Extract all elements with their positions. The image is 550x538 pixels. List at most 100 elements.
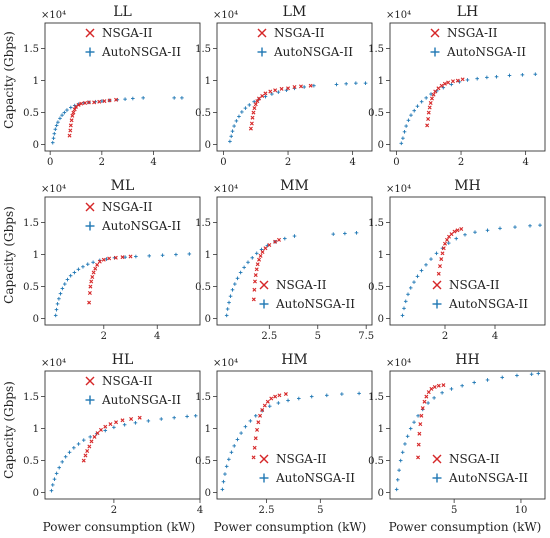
nsga-point <box>87 291 92 295</box>
auto-point <box>286 398 290 403</box>
nsga-point <box>260 250 265 255</box>
auto-point <box>395 478 400 482</box>
nsga-point-stroke <box>424 394 429 399</box>
auto-point <box>267 404 272 408</box>
auto-point <box>507 73 512 78</box>
nsga-point <box>102 99 107 104</box>
auto-point <box>50 140 55 145</box>
subplot-grid: LL ×10⁴ 0 0.5 1 1.5 0 2 4 NSGA-II AutoNSGA-II LM ×10… <box>23 4 546 516</box>
nsga-point <box>137 415 142 420</box>
auto-point <box>533 72 538 76</box>
auto-point <box>302 85 306 89</box>
auto-point <box>276 90 281 94</box>
nsga-point <box>273 394 278 399</box>
nsga-point-stroke <box>441 383 446 388</box>
y-tick-label: 0 <box>205 140 211 151</box>
y-tick-label: 0 <box>378 488 384 499</box>
nsga-point <box>442 81 447 86</box>
nsga-point <box>430 28 440 38</box>
nsga-point-stroke <box>436 383 441 388</box>
auto-point <box>449 82 454 87</box>
nsga-point <box>417 431 422 436</box>
nsga-point-stroke <box>422 399 427 404</box>
nsga-point-stroke <box>431 92 436 97</box>
nsga-point-stroke <box>308 83 313 88</box>
nsga-point <box>426 117 431 121</box>
nsga-point-stroke <box>283 392 288 397</box>
auto-point <box>103 428 108 433</box>
auto-point <box>229 134 234 139</box>
x-tick-label: 4 <box>522 157 528 168</box>
nsga-point-stroke <box>253 273 258 278</box>
series-nsga <box>425 77 465 128</box>
nsga-point-stroke <box>432 280 442 290</box>
auto-point <box>259 299 269 309</box>
auto-point <box>72 446 76 450</box>
auto-point <box>185 414 189 419</box>
auto-point <box>259 473 269 483</box>
nsga-point-stroke <box>85 202 95 212</box>
auto-point <box>240 110 244 114</box>
auto-point <box>403 442 407 446</box>
auto-point <box>403 299 408 304</box>
nsga-point-stroke <box>76 102 81 107</box>
y-multiplier-label: ×10⁴ <box>213 184 238 195</box>
nsga-point <box>253 436 258 441</box>
auto-point <box>412 420 416 424</box>
nsga-point <box>416 455 421 460</box>
nsga-point <box>273 88 278 93</box>
auto-point <box>227 457 231 462</box>
auto-point <box>419 268 424 273</box>
x-tick-label: 4 <box>349 157 355 168</box>
auto-point <box>224 464 229 469</box>
nsga-point <box>259 454 269 464</box>
x-tick-label: 5 <box>315 331 321 342</box>
subplot-title: LM <box>283 4 307 20</box>
auto-point <box>485 75 489 80</box>
auto-point <box>81 438 86 442</box>
auto-point <box>415 274 420 279</box>
nsga-point <box>249 121 254 126</box>
auto-point <box>63 454 68 459</box>
y-tick-label: 0.5 <box>195 282 211 293</box>
nsga-point-stroke <box>436 86 441 91</box>
auto-point <box>343 231 347 236</box>
auto-point <box>76 267 81 272</box>
nsga-point-stroke <box>417 431 422 436</box>
auto-point <box>498 226 502 231</box>
auto-point <box>62 282 67 286</box>
y-axis-label: Capacity (Gbps) <box>2 381 16 479</box>
auto-point <box>401 136 405 140</box>
plot-frame <box>216 370 373 500</box>
nsga-point <box>252 279 257 284</box>
nsga-point-stroke <box>98 427 103 432</box>
nsga-point-stroke <box>252 287 257 292</box>
nsga-point-stroke <box>252 279 257 284</box>
auto-point <box>187 252 192 256</box>
y-tick-label: 0.5 <box>23 282 39 293</box>
auto-point <box>394 487 399 492</box>
nsga-point-stroke <box>254 267 259 272</box>
nsga-point <box>419 413 424 418</box>
nsga-point-stroke <box>255 427 260 432</box>
nsga-point <box>97 259 102 264</box>
auto-point <box>159 417 164 421</box>
y-axis-label-top: Capacity (Gbps) <box>2 31 16 129</box>
nsga-point-stroke <box>429 386 434 391</box>
auto-point <box>180 96 184 100</box>
x-tick-label: 2.5 <box>261 331 277 342</box>
auto-point <box>58 291 63 296</box>
y-tick-label: 0.5 <box>23 108 39 119</box>
auto-point <box>500 375 505 380</box>
auto-point <box>122 422 127 427</box>
nsga-point-stroke <box>446 80 451 85</box>
series-nsga <box>248 83 313 131</box>
y-tick-label: 0 <box>378 314 384 325</box>
auto-point <box>399 141 404 146</box>
nsga-point-stroke <box>273 394 278 399</box>
legend-label-nsga: NSGA-II <box>449 452 500 466</box>
nsga-point <box>459 227 464 231</box>
auto-point <box>76 442 81 446</box>
auto-point <box>432 396 436 400</box>
nsga-point <box>250 115 255 120</box>
